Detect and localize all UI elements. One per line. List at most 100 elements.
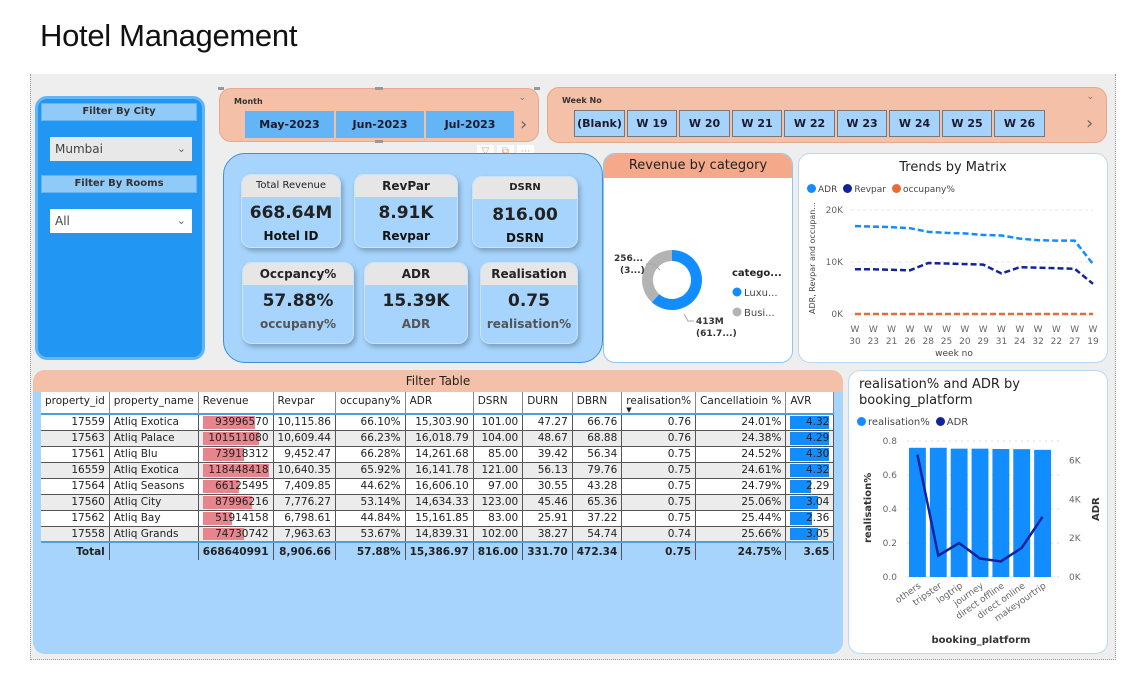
table-cell: 87996216 bbox=[198, 494, 274, 511]
month-option[interactable]: Jun-2023 bbox=[336, 111, 424, 138]
series-line-Revpar[interactable] bbox=[855, 261, 1094, 285]
column-header[interactable]: AVR bbox=[785, 392, 835, 415]
week-option[interactable]: W 19 bbox=[627, 110, 677, 137]
week-option[interactable]: (Blank) bbox=[574, 110, 625, 137]
resize-handle[interactable] bbox=[375, 140, 383, 143]
series-line-ADR[interactable] bbox=[854, 224, 1094, 265]
x-tick-label: 24 bbox=[1014, 337, 1026, 347]
chevron-down-icon[interactable]: ⌄ bbox=[518, 93, 526, 103]
kpi-card-adr[interactable]: ADR 15.39K ADR bbox=[364, 262, 468, 344]
total-cell: 816.00 bbox=[473, 541, 524, 560]
week-option[interactable]: W 23 bbox=[837, 110, 887, 137]
rooms-dropdown[interactable]: All ⌄ bbox=[50, 209, 192, 233]
total-cell: 15,386.97 bbox=[405, 541, 474, 560]
donut-slice-business[interactable] bbox=[642, 250, 672, 303]
bar-tripster[interactable] bbox=[929, 447, 947, 577]
table-row[interactable]: 17564 Atliq Seasons 66125495 7,409.85 44.62%… bbox=[41, 478, 835, 495]
legend-item-revpar[interactable]: Revpar bbox=[843, 184, 886, 195]
table-row[interactable]: 17561 Atliq Blu 73918312 9,452.47 66.28% 14,2… bbox=[41, 446, 835, 463]
table-row[interactable]: 17563 Atliq Palace 101511080 10,609.44 66.23… bbox=[41, 430, 835, 447]
table-cell: 123.00 bbox=[473, 494, 524, 511]
legend-item-realisation[interactable]: realisation% bbox=[857, 417, 930, 428]
kpi-card-dsrn[interactable]: DSRN 816.00 DSRN bbox=[472, 176, 578, 248]
chevron-right-icon[interactable]: › bbox=[1086, 113, 1094, 134]
bar-journey[interactable] bbox=[971, 448, 989, 577]
bar-direct-online[interactable] bbox=[1013, 449, 1031, 577]
x-tick-label: 32 bbox=[1032, 337, 1043, 347]
bar-logtrip[interactable] bbox=[950, 448, 968, 577]
table-row[interactable]: 17558 Atliq Grands 74730742 7,963.63 53.67% 1… bbox=[41, 526, 835, 543]
table-row[interactable]: 17560 Atliq City 87996216 7,776.27 53.14% 14,… bbox=[41, 494, 835, 511]
table-row[interactable]: 17562 Atliq Bay 51914158 6,798.61 44.84% 15,1… bbox=[41, 510, 835, 527]
bar-makeyourtrip[interactable] bbox=[1034, 449, 1051, 577]
kpi-subtitle: ADR bbox=[401, 317, 431, 331]
x-tick-label: 26 bbox=[904, 337, 916, 347]
table-row[interactable]: 17559 Atliq Exotica 93996570 10,115.86 66.10… bbox=[41, 414, 835, 431]
column-header[interactable]: DURN bbox=[522, 392, 573, 415]
column-header[interactable]: DSRN bbox=[473, 392, 524, 415]
week-option[interactable]: W 26 bbox=[994, 110, 1045, 137]
revenue-data-bar bbox=[202, 463, 269, 477]
chevron-down-icon[interactable]: ⌄ bbox=[1086, 92, 1094, 102]
legend-item-occupancy[interactable]: occupany% bbox=[891, 184, 955, 195]
series-line-adr[interactable] bbox=[916, 454, 1044, 563]
total-cell: 668640991 bbox=[198, 541, 274, 560]
city-dropdown-value: Mumbai bbox=[55, 142, 103, 156]
y-tick-label: 20K bbox=[826, 206, 844, 216]
cell-value: 51914158 bbox=[215, 512, 269, 524]
column-header[interactable]: ADR bbox=[405, 392, 474, 415]
table-cell: 38.27 bbox=[522, 526, 573, 543]
resize-handle[interactable] bbox=[375, 87, 383, 90]
city-filter-header: Filter By City bbox=[41, 103, 197, 121]
month-option[interactable]: May-2023 bbox=[245, 111, 334, 138]
leader-line bbox=[683, 313, 694, 322]
table-row[interactable]: 16559 Atliq Exotica 118448418 10,640.35 65.9… bbox=[41, 462, 835, 479]
column-header[interactable]: property_name bbox=[109, 392, 199, 415]
bar-direct-offline[interactable] bbox=[992, 448, 1010, 577]
kpi-card-total-revenue[interactable]: Total Revenue 668.64M Hotel ID bbox=[241, 174, 341, 248]
kpi-card-occupancy[interactable]: Occpancy% 57.88% occupany% bbox=[242, 262, 354, 344]
week-option[interactable]: W 20 bbox=[679, 110, 730, 137]
column-header[interactable]: Cancellatioin % bbox=[695, 392, 787, 415]
column-header[interactable]: Revpar bbox=[273, 392, 336, 415]
week-option[interactable]: W 24 bbox=[889, 110, 940, 137]
column-header-label: DURN bbox=[527, 395, 559, 407]
week-option[interactable]: W 25 bbox=[942, 110, 992, 137]
table-cell: 0.75 bbox=[621, 478, 697, 495]
legend-label: occupany% bbox=[902, 185, 955, 195]
city-dropdown[interactable]: Mumbai ⌄ bbox=[50, 137, 192, 161]
legend-item-adr[interactable]: ADR bbox=[935, 417, 968, 428]
total-cell: Total bbox=[41, 541, 110, 560]
table-cell: 66.28% bbox=[335, 446, 406, 463]
column-header[interactable]: realisation% ▼ bbox=[621, 392, 697, 415]
cell-value: 4.29 bbox=[805, 432, 830, 444]
month-option[interactable]: Jul-2023 bbox=[426, 111, 514, 138]
kpi-card-realisation[interactable]: Realisation 0.75 realisation% bbox=[480, 262, 578, 344]
table-cell: 9,452.47 bbox=[273, 446, 336, 463]
column-header[interactable]: property_id bbox=[41, 392, 110, 415]
column-header[interactable]: DBRN bbox=[572, 392, 623, 415]
legend-label-luxury[interactable]: Luxu... bbox=[744, 288, 778, 299]
table-cell: Atliq Exotica bbox=[109, 414, 199, 431]
total-cell: 57.88% bbox=[335, 541, 406, 560]
table-cell: 4.32 bbox=[785, 462, 835, 479]
legend-item-adr[interactable]: ADR bbox=[807, 184, 837, 195]
week-option[interactable]: W 22 bbox=[784, 110, 835, 137]
bar-others[interactable] bbox=[909, 447, 926, 577]
table-cell: Atliq Blu bbox=[109, 446, 199, 463]
kpi-card-revpar[interactable]: RevPar 8.91K Revpar bbox=[354, 174, 458, 248]
legend-label-business[interactable]: Busi... bbox=[744, 308, 775, 319]
column-header[interactable]: Revenue bbox=[198, 392, 274, 415]
chevron-right-icon[interactable]: › bbox=[520, 114, 528, 135]
resize-handle[interactable] bbox=[534, 87, 540, 90]
legend-label: ADR bbox=[818, 185, 838, 195]
table-cell: 93996570 bbox=[198, 414, 274, 431]
revenue-data-bar bbox=[202, 479, 240, 493]
cell-value: 73918312 bbox=[215, 448, 269, 460]
resize-handle[interactable] bbox=[218, 87, 224, 90]
donut-slice-luxury[interactable] bbox=[651, 250, 702, 310]
week-option[interactable]: W 21 bbox=[732, 110, 782, 137]
x-tick-label: W bbox=[1015, 325, 1024, 335]
column-header[interactable]: occupany% bbox=[335, 392, 406, 415]
